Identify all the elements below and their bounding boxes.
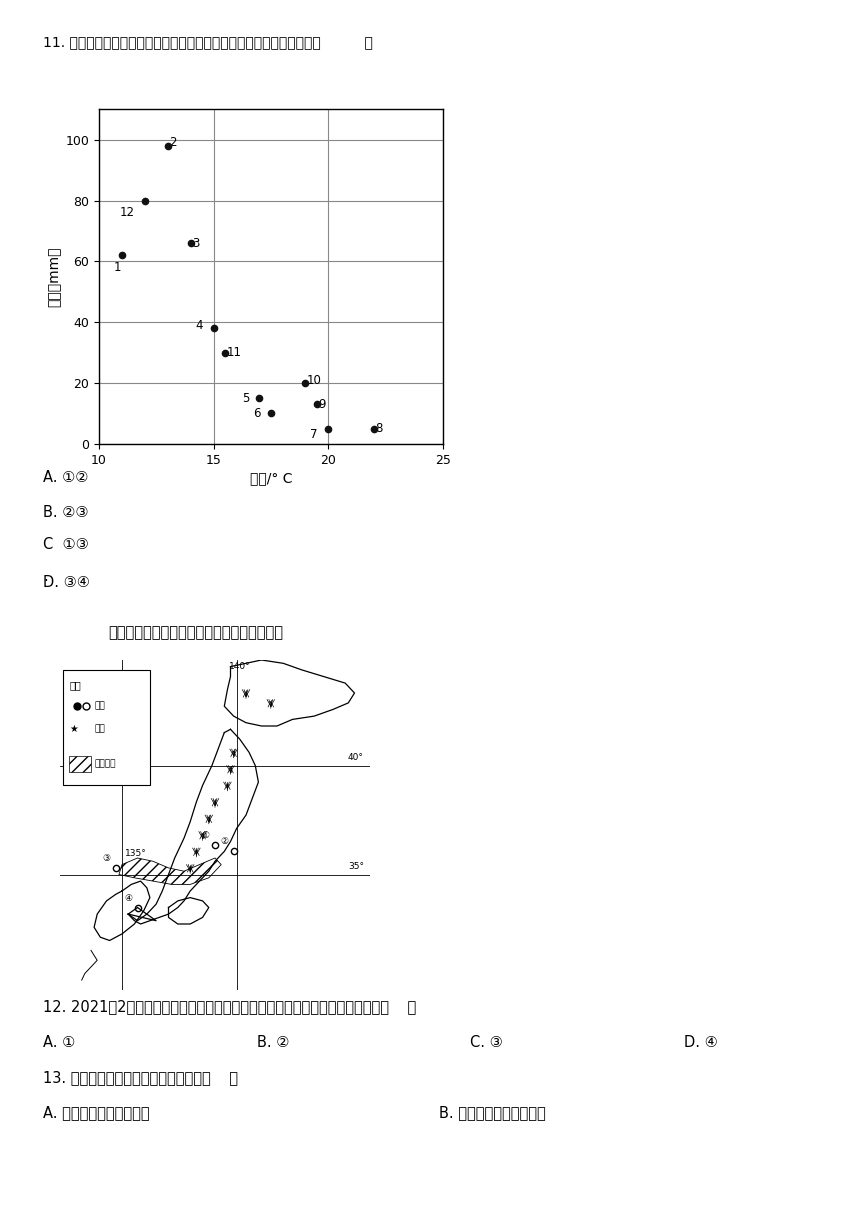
Text: 下图是日本地形示意图，读图回答下面小题。: 下图是日本地形示意图，读图回答下面小题。 — [108, 625, 283, 641]
Text: 5: 5 — [242, 392, 249, 405]
Text: A. 径流量丰富，利于航运: A. 径流量丰富，利于航运 — [43, 1105, 150, 1120]
Y-axis label: 降水（mm）: 降水（mm） — [47, 247, 61, 306]
Text: 4: 4 — [196, 319, 203, 332]
Text: 40°: 40° — [348, 753, 364, 762]
Text: A. ①: A. ① — [43, 1036, 76, 1051]
Text: D. ③④: D. ③④ — [43, 575, 90, 591]
Text: 140°: 140° — [229, 662, 250, 671]
Text: 山脉: 山脉 — [94, 725, 105, 733]
X-axis label: 温度/° C: 温度/° C — [249, 471, 292, 485]
Text: C. ③: C. ③ — [470, 1036, 503, 1051]
Text: .: . — [43, 569, 48, 584]
Text: ④: ④ — [124, 894, 132, 902]
Text: ★: ★ — [70, 725, 78, 734]
Text: 11. 上述海峡附近符合下图气候类型（图中各点的标号表示月份）的是（          ）: 11. 上述海峡附近符合下图气候类型（图中各点的标号表示月份）的是（ ） — [43, 35, 373, 50]
Text: B. ②③: B. ②③ — [43, 506, 89, 520]
Text: 12: 12 — [120, 207, 134, 219]
Text: A. ①②: A. ①② — [43, 471, 89, 485]
Text: 6: 6 — [253, 407, 261, 420]
Text: 3: 3 — [192, 237, 200, 249]
Text: 城市: 城市 — [94, 702, 105, 710]
Text: D. ④: D. ④ — [684, 1036, 717, 1051]
Text: B. ②: B. ② — [256, 1036, 289, 1051]
Text: ③: ③ — [102, 854, 111, 863]
Text: C  ①③: C ①③ — [43, 537, 89, 552]
Text: 13. 日本多山且河流众多，其河流特征（    ）: 13. 日本多山且河流众多，其河流特征（ ） — [43, 1070, 238, 1086]
Text: B. 河流流程长，含沙量大: B. 河流流程长，含沙量大 — [439, 1105, 545, 1120]
FancyBboxPatch shape — [63, 670, 150, 786]
Text: 工业地带: 工业地带 — [94, 760, 115, 769]
Text: ②: ② — [220, 838, 229, 846]
Text: 10: 10 — [307, 373, 322, 387]
Text: 2: 2 — [169, 136, 176, 150]
Text: 11: 11 — [226, 347, 242, 359]
Text: 8: 8 — [376, 422, 383, 435]
Text: 135°: 135° — [125, 849, 147, 858]
Text: 12. 2021年2月，日本部分地区遭受了罕见的雪灾，受灾最为严重的城市可能是（    ）: 12. 2021年2月，日本部分地区遭受了罕见的雪灾，受灾最为严重的城市可能是（… — [43, 1000, 416, 1014]
Text: 图例: 图例 — [70, 680, 81, 689]
Text: 7: 7 — [310, 428, 318, 441]
Text: 1: 1 — [114, 261, 121, 274]
Text: 35°: 35° — [347, 862, 364, 871]
Text: 9: 9 — [318, 398, 326, 411]
Text: ①: ① — [201, 831, 210, 840]
